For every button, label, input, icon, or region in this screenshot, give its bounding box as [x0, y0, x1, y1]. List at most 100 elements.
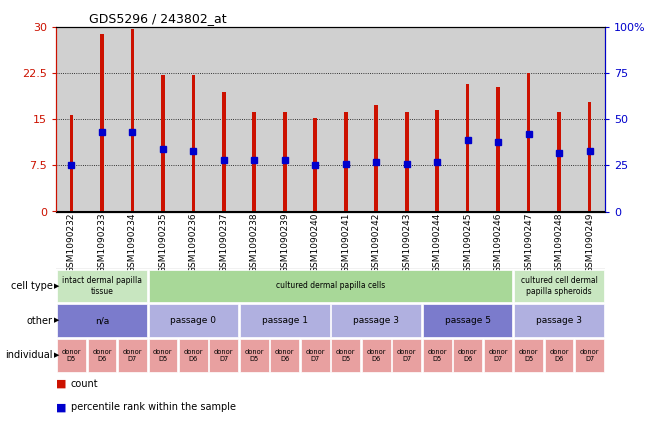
Text: GSM1090236: GSM1090236 — [189, 213, 198, 273]
Text: GSM1090240: GSM1090240 — [311, 213, 320, 273]
Text: GSM1090232: GSM1090232 — [67, 213, 76, 273]
Bar — [149, 304, 238, 337]
Bar — [423, 304, 512, 337]
Text: passage 5: passage 5 — [445, 316, 490, 325]
Text: donor
D7: donor D7 — [305, 349, 325, 362]
Text: GSM1090249: GSM1090249 — [585, 213, 594, 273]
Text: GSM1090239: GSM1090239 — [280, 213, 290, 273]
Bar — [453, 339, 482, 372]
Bar — [496, 87, 500, 212]
Bar — [374, 105, 378, 212]
Bar — [344, 112, 348, 212]
Bar — [69, 115, 73, 212]
Bar — [527, 74, 530, 212]
Bar — [161, 75, 165, 212]
Text: donor
D7: donor D7 — [214, 349, 233, 362]
Bar — [87, 339, 116, 372]
Bar — [131, 29, 134, 212]
Text: GSM1090233: GSM1090233 — [97, 213, 106, 273]
Bar — [393, 339, 421, 372]
Bar — [100, 34, 104, 212]
Text: donor
D5: donor D5 — [61, 349, 81, 362]
Text: GSM1090243: GSM1090243 — [402, 213, 411, 273]
Bar — [118, 339, 147, 372]
Text: individual: individual — [5, 350, 53, 360]
Text: cultured cell dermal
papilla spheroids: cultured cell dermal papilla spheroids — [521, 276, 598, 296]
Text: GSM1090242: GSM1090242 — [371, 213, 381, 273]
Text: donor
D6: donor D6 — [549, 349, 569, 362]
Text: GSM1090244: GSM1090244 — [433, 213, 442, 273]
Bar — [331, 339, 360, 372]
Bar — [484, 339, 512, 372]
Text: donor
D5: donor D5 — [428, 349, 447, 362]
Text: passage 1: passage 1 — [262, 316, 308, 325]
Text: ▶: ▶ — [54, 318, 59, 324]
Text: donor
D5: donor D5 — [519, 349, 538, 362]
Bar — [240, 339, 268, 372]
Text: donor
D7: donor D7 — [397, 349, 416, 362]
Text: passage 3: passage 3 — [536, 316, 582, 325]
Bar — [283, 112, 287, 212]
Bar — [557, 112, 561, 212]
Text: ▶: ▶ — [54, 283, 59, 289]
Text: ■: ■ — [56, 379, 67, 389]
Bar — [514, 339, 543, 372]
Bar — [57, 269, 147, 302]
Text: donor
D7: donor D7 — [123, 349, 142, 362]
Text: percentile rank within the sample: percentile rank within the sample — [71, 402, 236, 412]
Bar — [240, 304, 330, 337]
Text: donor
D5: donor D5 — [336, 349, 356, 362]
Bar — [405, 112, 408, 212]
Bar — [301, 339, 330, 372]
Bar — [362, 339, 391, 372]
Bar — [313, 118, 317, 212]
Bar — [222, 92, 225, 212]
Bar — [575, 339, 604, 372]
Text: GSM1090245: GSM1090245 — [463, 213, 472, 273]
Text: cell type: cell type — [11, 281, 53, 291]
Bar — [514, 269, 604, 302]
Text: donor
D5: donor D5 — [245, 349, 264, 362]
Text: passage 0: passage 0 — [171, 316, 216, 325]
Bar — [57, 304, 147, 337]
Text: passage 3: passage 3 — [353, 316, 399, 325]
Text: donor
D7: donor D7 — [488, 349, 508, 362]
Text: GSM1090246: GSM1090246 — [494, 213, 502, 273]
Text: ■: ■ — [56, 402, 67, 412]
Text: GSM1090237: GSM1090237 — [219, 213, 228, 273]
Text: GSM1090248: GSM1090248 — [555, 213, 564, 273]
Bar — [149, 269, 512, 302]
Bar — [270, 339, 299, 372]
Bar — [179, 339, 208, 372]
Bar — [149, 339, 177, 372]
Bar — [192, 75, 195, 212]
Text: n/a: n/a — [95, 316, 109, 325]
Bar — [331, 304, 421, 337]
Text: donor
D5: donor D5 — [153, 349, 173, 362]
Bar — [545, 339, 574, 372]
Text: other: other — [27, 316, 53, 326]
Text: ▶: ▶ — [54, 352, 59, 358]
Bar — [588, 102, 592, 212]
Text: GSM1090238: GSM1090238 — [250, 213, 259, 273]
Text: donor
D6: donor D6 — [92, 349, 112, 362]
Bar — [57, 339, 86, 372]
Bar — [423, 339, 451, 372]
Text: donor
D6: donor D6 — [275, 349, 295, 362]
Text: donor
D6: donor D6 — [458, 349, 477, 362]
Bar — [253, 112, 256, 212]
Text: GDS5296 / 243802_at: GDS5296 / 243802_at — [89, 12, 227, 25]
Text: GSM1090235: GSM1090235 — [159, 213, 167, 273]
Bar — [466, 84, 469, 212]
Text: GSM1090241: GSM1090241 — [341, 213, 350, 273]
Text: donor
D6: donor D6 — [366, 349, 386, 362]
Text: count: count — [71, 379, 98, 389]
Text: GSM1090247: GSM1090247 — [524, 213, 533, 273]
Bar — [210, 339, 238, 372]
Text: GSM1090234: GSM1090234 — [128, 213, 137, 273]
Bar — [514, 304, 604, 337]
Bar — [436, 110, 439, 212]
Text: donor
D7: donor D7 — [580, 349, 600, 362]
Text: donor
D6: donor D6 — [184, 349, 203, 362]
Text: intact dermal papilla
tissue: intact dermal papilla tissue — [62, 276, 142, 296]
